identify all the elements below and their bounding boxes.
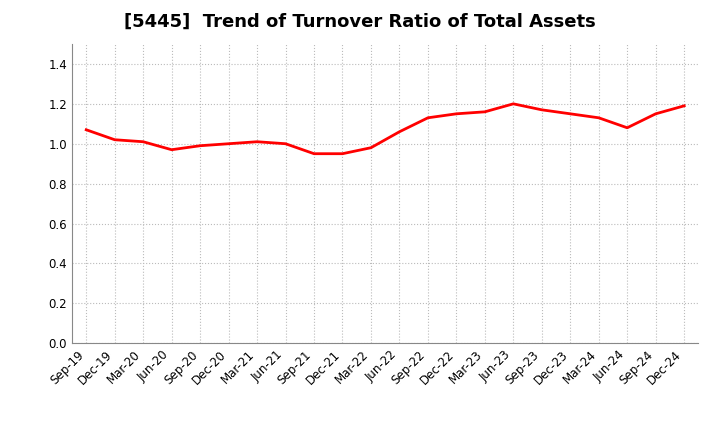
Text: [5445]  Trend of Turnover Ratio of Total Assets: [5445] Trend of Turnover Ratio of Total … <box>124 13 596 31</box>
